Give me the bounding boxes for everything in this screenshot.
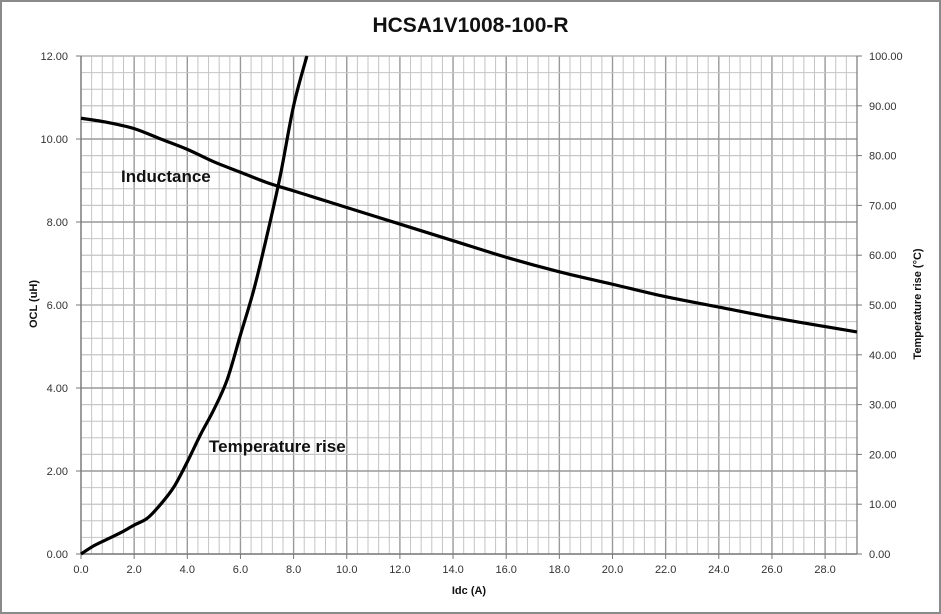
x-tick-label: 28.0 xyxy=(814,564,835,576)
x-tick-label: 18.0 xyxy=(549,564,570,576)
x-tick-label: 8.0 xyxy=(286,564,301,576)
x-tick-label: 4.0 xyxy=(180,564,195,576)
x-tick-label: 2.0 xyxy=(127,564,142,576)
x-tick-label: 24.0 xyxy=(708,564,729,576)
y2-tick-label: 20.00 xyxy=(869,449,897,461)
y-axis-label: OCL (uH) xyxy=(28,280,40,328)
y2-tick-label: 40.00 xyxy=(869,350,897,362)
y-tick-label: 8.00 xyxy=(47,217,68,229)
annotation-inductance: Inductance xyxy=(121,167,211,186)
chart-title: HCSA1V1008-100-R xyxy=(372,14,569,37)
x-tick-label: 26.0 xyxy=(761,564,782,576)
y-tick-label: 4.00 xyxy=(47,383,68,395)
annotation-temperature-rise: Temperature rise xyxy=(209,437,346,456)
y2-tick-label: 50.00 xyxy=(869,300,897,312)
x-tick-label: 16.0 xyxy=(495,564,516,576)
x-tick-label: 22.0 xyxy=(655,564,676,576)
temperature-rise-curve xyxy=(80,55,309,556)
x-tick-label: 12.0 xyxy=(389,564,410,576)
x-tick-label: 6.0 xyxy=(233,564,248,576)
y2-tick-label: 80.00 xyxy=(869,151,897,163)
y-tick-label: 6.00 xyxy=(47,300,68,312)
gridlines xyxy=(80,55,858,555)
x-tick-label: 10.0 xyxy=(336,564,357,576)
y2-tick-label: 60.00 xyxy=(869,250,897,262)
x-axis-label: Idc (A) xyxy=(452,585,487,597)
tick-labels: 0.0 2.0 4.0 6.0 8.0 10.0 12.0 14.0 16.0 18.0 20.0 2… xyxy=(40,51,902,576)
y-tick-label: 0.00 xyxy=(47,549,68,561)
inductance-curve xyxy=(80,116,858,334)
y2-axis-label: Temperature rise (°C) xyxy=(912,248,924,360)
y2-tick-label: 10.00 xyxy=(869,499,897,511)
y-tick-label: 2.00 xyxy=(47,466,68,478)
axes xyxy=(76,55,862,559)
y2-tick-label: 70.00 xyxy=(869,200,897,212)
data-series xyxy=(80,55,858,556)
x-tick-label: 0.0 xyxy=(73,564,88,576)
x-tick-label: 14.0 xyxy=(442,564,463,576)
y2-tick-label: 0.00 xyxy=(869,549,890,561)
y-tick-label: 12.00 xyxy=(40,51,68,63)
y-tick-label: 10.00 xyxy=(40,134,68,146)
y2-tick-label: 100.00 xyxy=(869,51,903,63)
y2-tick-label: 30.00 xyxy=(869,400,897,412)
y2-tick-label: 90.00 xyxy=(869,101,897,113)
x-tick-label: 20.0 xyxy=(602,564,623,576)
